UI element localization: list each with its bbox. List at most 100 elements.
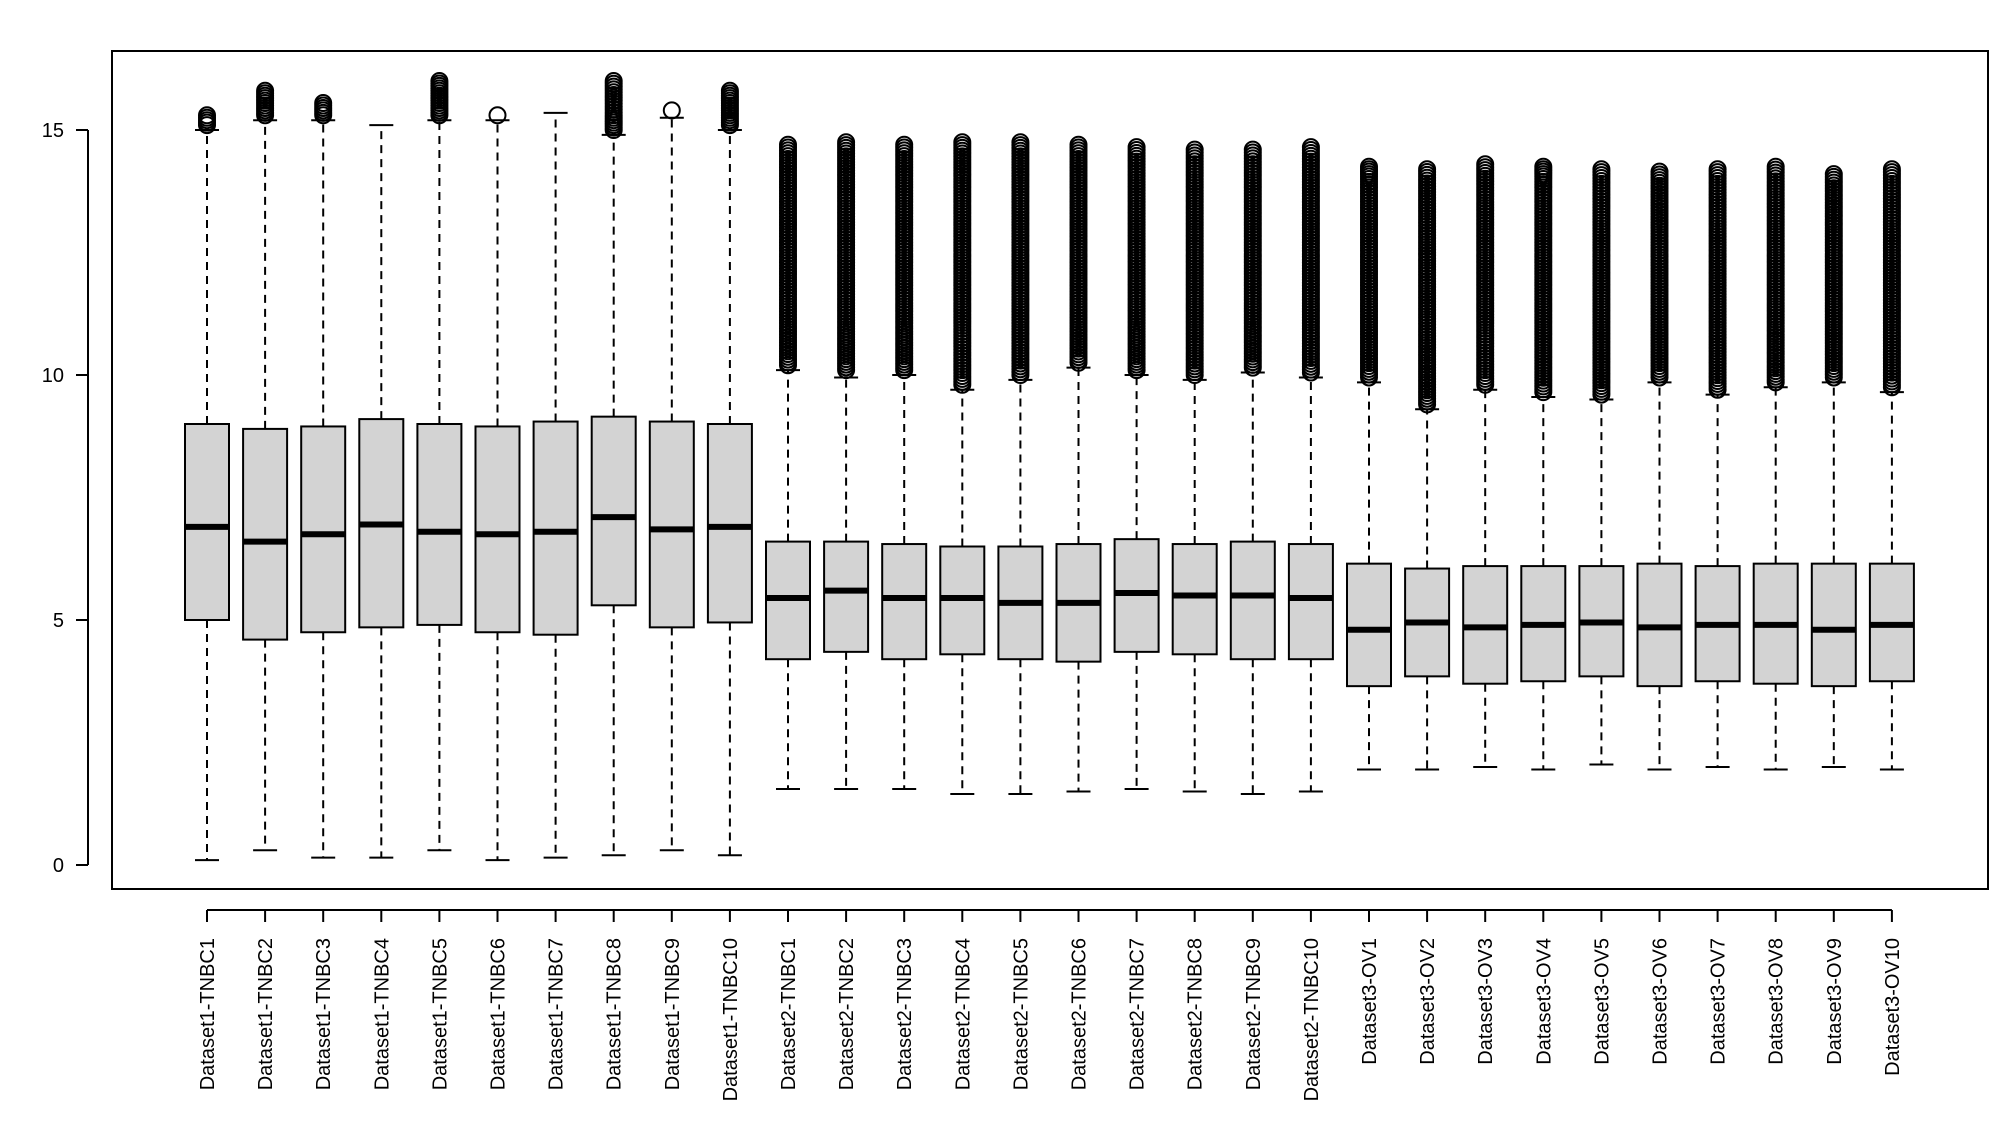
outlier-point: [662, 101, 681, 120]
outlier-point: [1882, 160, 1901, 179]
box-iqr: [1287, 543, 1334, 661]
x-tick-label: Dataset2-TNBC3: [894, 938, 916, 1090]
box-iqr: [242, 427, 289, 641]
x-tick-label: Dataset3-OV2: [1417, 938, 1439, 1065]
outlier-point: [1766, 157, 1785, 176]
outlier-point: [953, 133, 972, 152]
box-group: [1229, 140, 1276, 795]
outlier-point: [1650, 162, 1669, 181]
box-group: [939, 133, 986, 795]
outlier-point: [1476, 155, 1495, 174]
box-group: [823, 133, 870, 791]
x-tick-label: Dataset1-TNBC1: [197, 938, 219, 1090]
box-group: [1636, 162, 1683, 771]
outlier-point: [837, 133, 856, 152]
x-tick-label: Dataset1-TNBC10: [720, 938, 742, 1101]
box-group: [416, 72, 463, 852]
x-tick-label: Dataset2-TNBC7: [1127, 938, 1149, 1090]
y-tick-label: 10: [42, 365, 64, 387]
box-group: [1578, 160, 1625, 766]
x-tick-label: Dataset1-TNBC8: [604, 938, 626, 1090]
outlier-point: [1069, 135, 1088, 154]
outlier-point: [314, 94, 333, 113]
box-iqr: [1229, 540, 1276, 661]
x-tick-label: Dataset2-TNBC1: [778, 938, 800, 1090]
x-tick-label: Dataset1-TNBC4: [371, 938, 393, 1090]
box-group: [881, 135, 928, 791]
box-iqr: [706, 423, 753, 624]
box-group: [1694, 160, 1741, 768]
box-iqr: [1171, 543, 1218, 656]
x-tick-label: Dataset3-OV5: [1591, 938, 1613, 1065]
x-tick-label: Dataset3-OV6: [1650, 938, 1672, 1065]
outlier-point: [256, 81, 275, 100]
box-group: [706, 81, 753, 857]
outlier-point: [1708, 160, 1727, 179]
x-tick-label: Dataset1-TNBC7: [546, 938, 568, 1090]
outlier-point: [1824, 165, 1843, 184]
x-tick-label: Dataset2-TNBC6: [1069, 938, 1091, 1090]
outlier-point: [1011, 133, 1030, 152]
outlier-point: [1127, 138, 1146, 157]
box-group: [765, 135, 811, 791]
y-tick-label: 5: [53, 610, 64, 632]
x-tick-label: Dataset3-OV9: [1824, 938, 1846, 1065]
box-group: [1404, 160, 1451, 771]
outlier-point: [430, 72, 449, 90]
box-iqr: [881, 543, 928, 661]
outlier-point: [1243, 140, 1262, 159]
outlier-point: [198, 106, 216, 125]
outlier-point: [488, 106, 507, 125]
outlier-point: [895, 135, 914, 154]
x-tick-label: Dataset1-TNBC5: [429, 938, 451, 1090]
box-group: [648, 101, 695, 852]
box-group: [1520, 157, 1567, 771]
box-group: [1113, 138, 1160, 791]
x-tick-label: Dataset3-OV8: [1766, 938, 1788, 1065]
x-tick-label: Dataset2-TNBC8: [1185, 938, 1207, 1090]
box-group: [242, 81, 289, 852]
x-tick-label: Dataset2-TNBC10: [1301, 938, 1323, 1101]
box-group: [532, 111, 579, 859]
outlier-point: [604, 72, 623, 90]
box-group: [474, 106, 521, 862]
outlier-point: [1418, 160, 1437, 179]
outlier-point: [720, 81, 739, 100]
x-tick-label: Dataset1-TNBC9: [662, 938, 684, 1090]
plot-frame: [111, 50, 1989, 890]
x-tick-label: Dataset3-OV1: [1359, 938, 1381, 1065]
x-tick-label: Dataset1-TNBC3: [313, 938, 335, 1090]
box-group: [1346, 157, 1392, 771]
y-tick-label: 0: [53, 855, 64, 877]
x-tick-label: Dataset2-TNBC2: [836, 938, 858, 1090]
boxes: [184, 72, 1915, 862]
x-tick-label: Dataset3-OV3: [1475, 938, 1497, 1065]
outlier-point: [779, 135, 797, 154]
box-iqr: [416, 423, 463, 626]
y-axis: 0 5 10 15: [42, 120, 89, 877]
box-group: [1055, 135, 1102, 793]
box-iqr: [1346, 562, 1392, 688]
box-iqr: [184, 423, 230, 621]
box-iqr: [1810, 562, 1857, 688]
x-tick-label: Dataset3-OV10: [1882, 938, 1904, 1076]
x-tick-label: Dataset3-OV4: [1533, 938, 1555, 1065]
box-group: [1810, 165, 1857, 768]
box-group: [1462, 155, 1509, 768]
y-tick-label: 15: [42, 120, 64, 142]
outlier-point: [1185, 140, 1204, 159]
outlier-point: [1534, 157, 1553, 176]
box-iqr: [532, 420, 579, 636]
box-group: [184, 106, 230, 862]
outlier-point: [1592, 160, 1611, 179]
x-tick-label: Dataset1-TNBC6: [488, 938, 510, 1090]
box-group: [1752, 157, 1799, 771]
x-axis: Dataset1-TNBC1 Dataset1-TNBC2 Dataset1-TNB…: [197, 909, 1904, 1101]
x-tick-label: Dataset2-TNBC9: [1243, 938, 1265, 1090]
box-iqr: [300, 425, 347, 634]
box-group: [358, 124, 405, 859]
box-group: [590, 72, 637, 857]
box-iqr: [823, 540, 870, 653]
